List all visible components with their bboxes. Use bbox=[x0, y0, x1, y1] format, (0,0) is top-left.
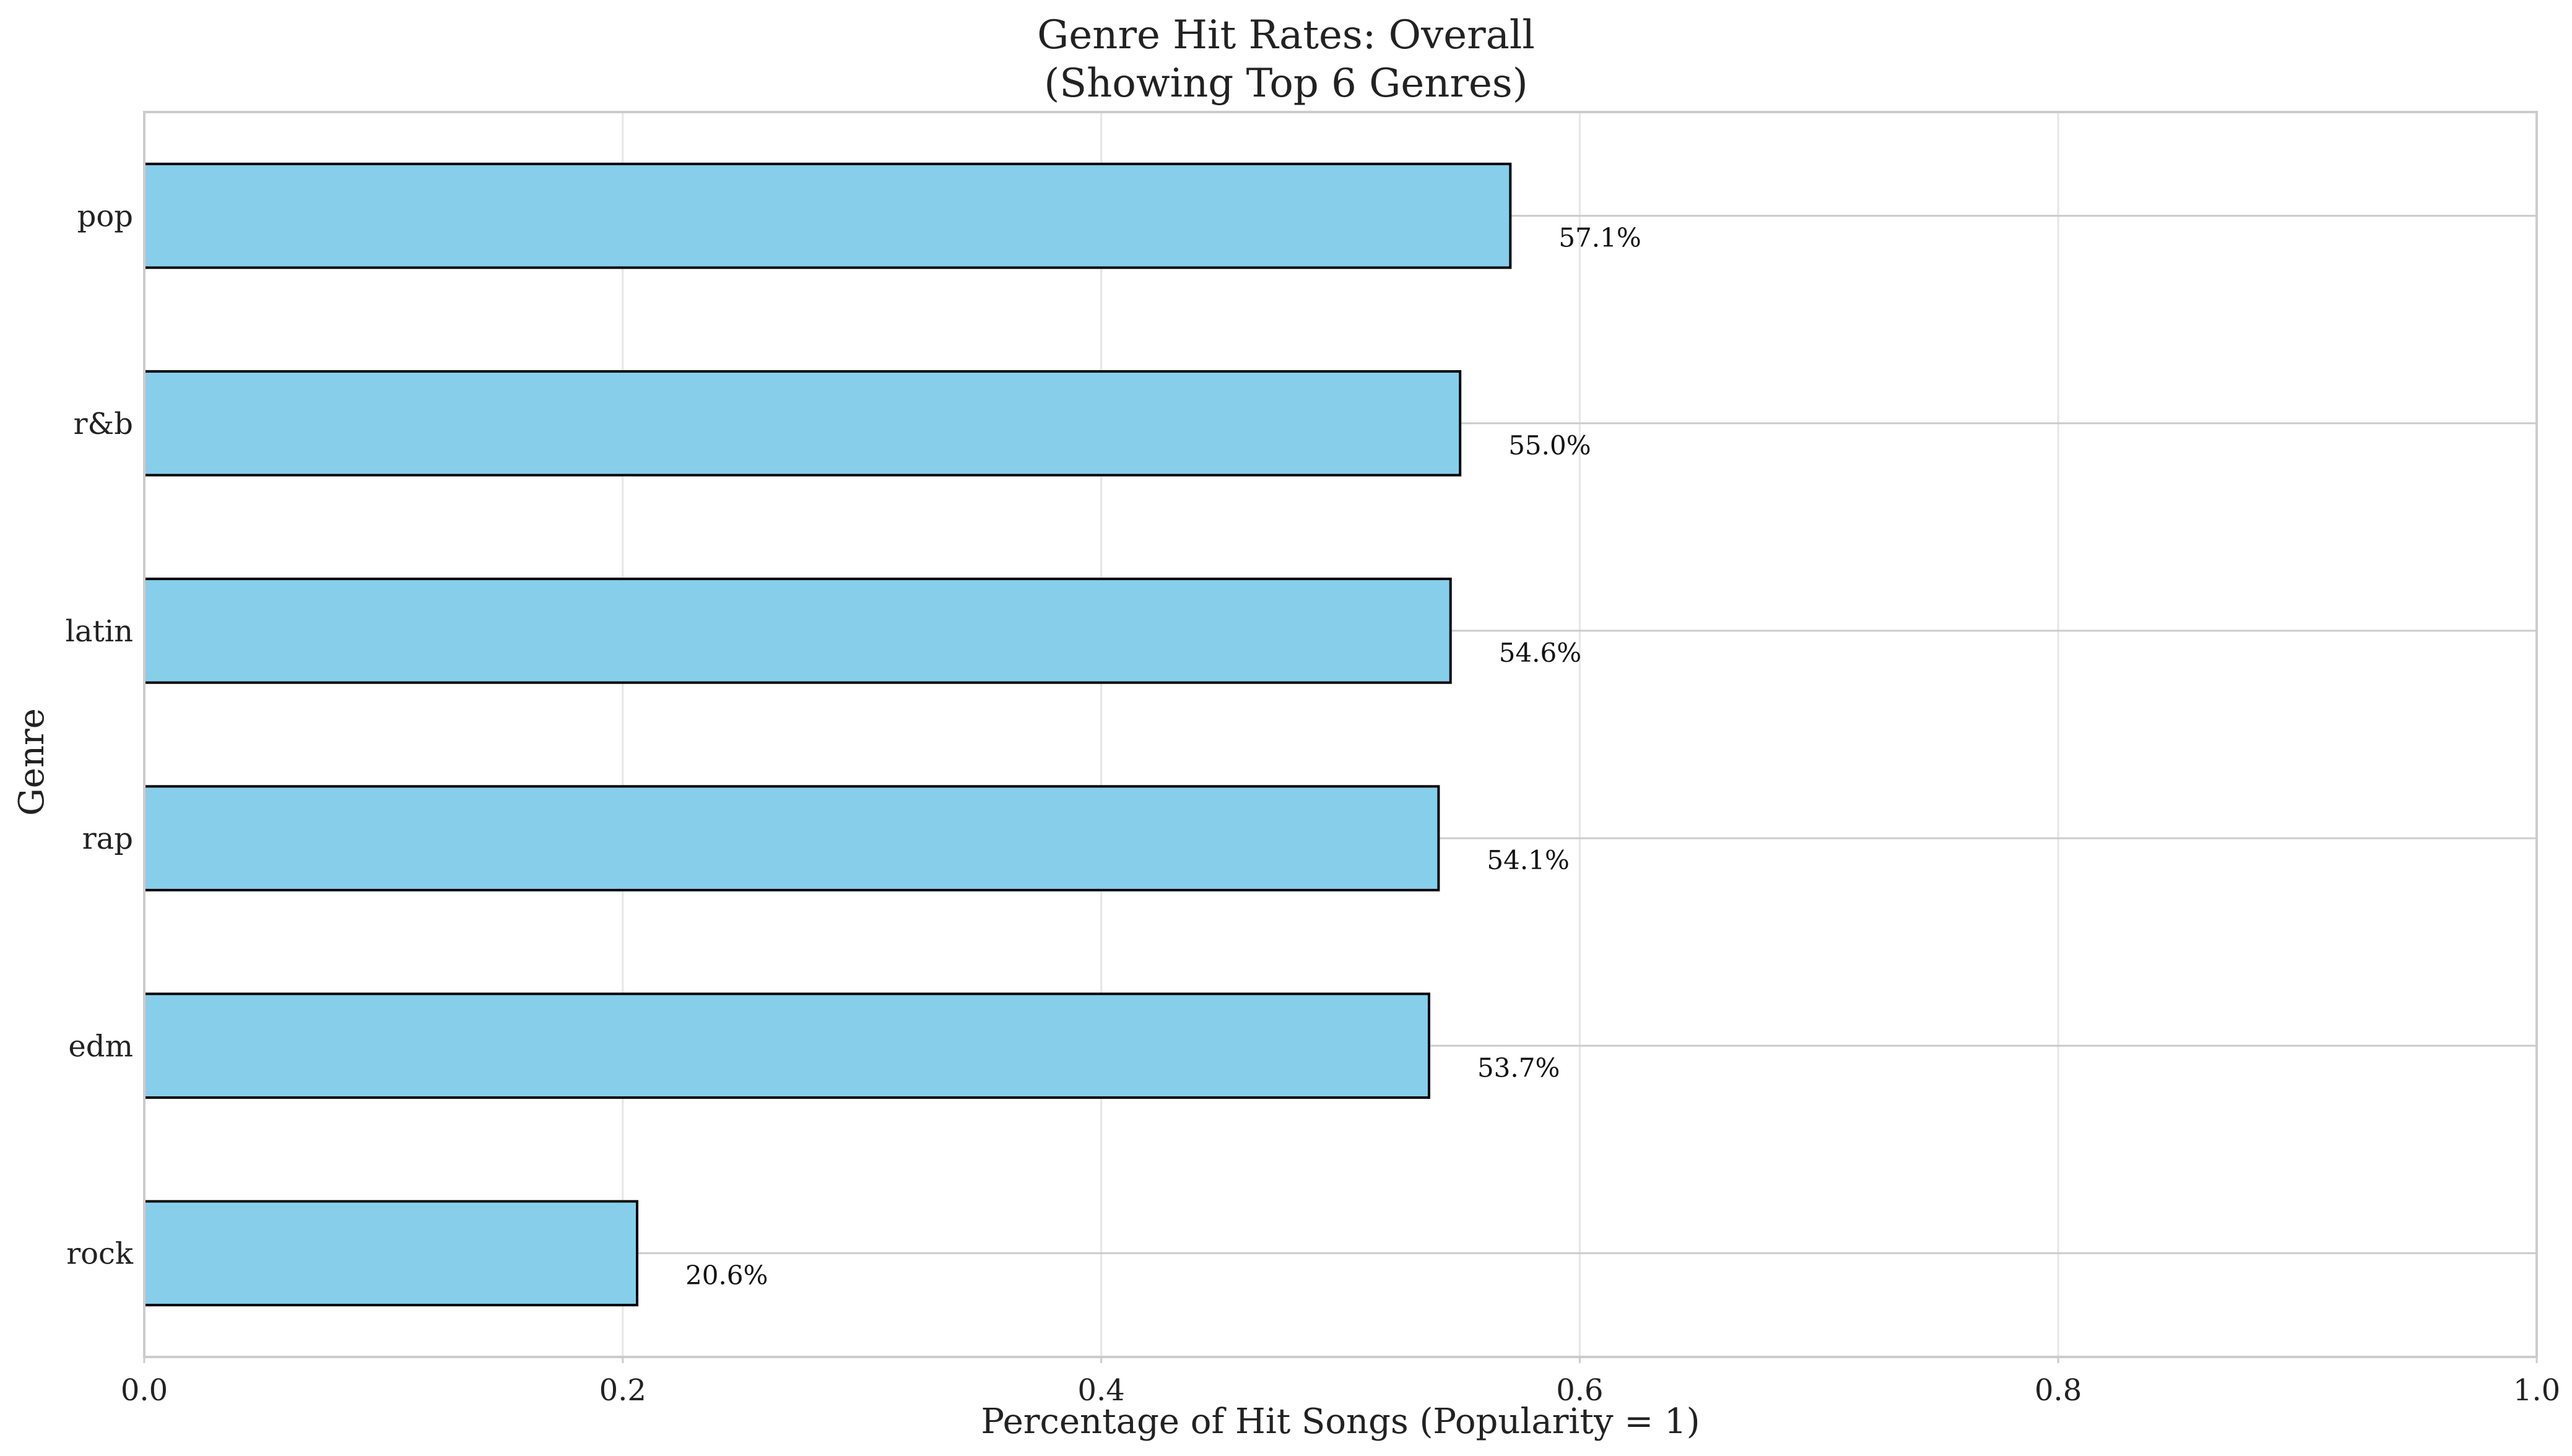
value-label: 53.7% bbox=[1477, 1052, 1560, 1083]
x-tick-label: 0.6 bbox=[1556, 1373, 1603, 1408]
x-tick-label: 0.0 bbox=[121, 1373, 168, 1408]
x-tick-label: 0.2 bbox=[599, 1373, 646, 1408]
bar-rock bbox=[143, 1200, 638, 1307]
y-tick-label: rock bbox=[66, 1236, 134, 1271]
value-label: 55.0% bbox=[1508, 430, 1591, 461]
chart-subtitle: (Showing Top 6 Genres) bbox=[1044, 61, 1527, 106]
y-tick-label: r&b bbox=[74, 407, 133, 441]
x-tick-label: 1.0 bbox=[2513, 1373, 2560, 1408]
bar-layer bbox=[143, 162, 1512, 1307]
y-tick-label: pop bbox=[77, 199, 133, 234]
bar-edm bbox=[143, 992, 1430, 1099]
label-layer: 57.1% pop 55.0% r&b 54.6% latin 54.1% rap 53.7% e… bbox=[65, 199, 1641, 1291]
y-tick-label: rap bbox=[82, 821, 133, 856]
y-axis-label: Genre bbox=[12, 708, 52, 816]
y-tick-label: latin bbox=[65, 614, 133, 649]
x-axis-label: Percentage of Hit Songs (Popularity = 1) bbox=[981, 1402, 1700, 1442]
value-label: 20.6% bbox=[685, 1260, 768, 1290]
axis-layer: 0.0 0.2 0.4 0.6 0.8 1.0 bbox=[121, 111, 2560, 1408]
value-label: 57.1% bbox=[1558, 223, 1641, 253]
plot-background bbox=[144, 112, 2537, 1357]
value-label: 54.6% bbox=[1499, 638, 1581, 668]
x-tick-label: 0.8 bbox=[2035, 1373, 2082, 1408]
plot-frame bbox=[143, 111, 2538, 1358]
bar-rap bbox=[143, 785, 1440, 891]
bar-pop bbox=[143, 162, 1512, 269]
bar-rb bbox=[143, 370, 1462, 477]
grid-layer bbox=[143, 112, 2538, 1357]
bar-latin bbox=[143, 578, 1452, 684]
value-label: 54.1% bbox=[1487, 845, 1569, 875]
x-tick-label: 0.4 bbox=[1077, 1373, 1124, 1408]
chart-title: Genre Hit Rates: Overall bbox=[1037, 12, 1535, 58]
y-tick-label: edm bbox=[68, 1029, 133, 1064]
